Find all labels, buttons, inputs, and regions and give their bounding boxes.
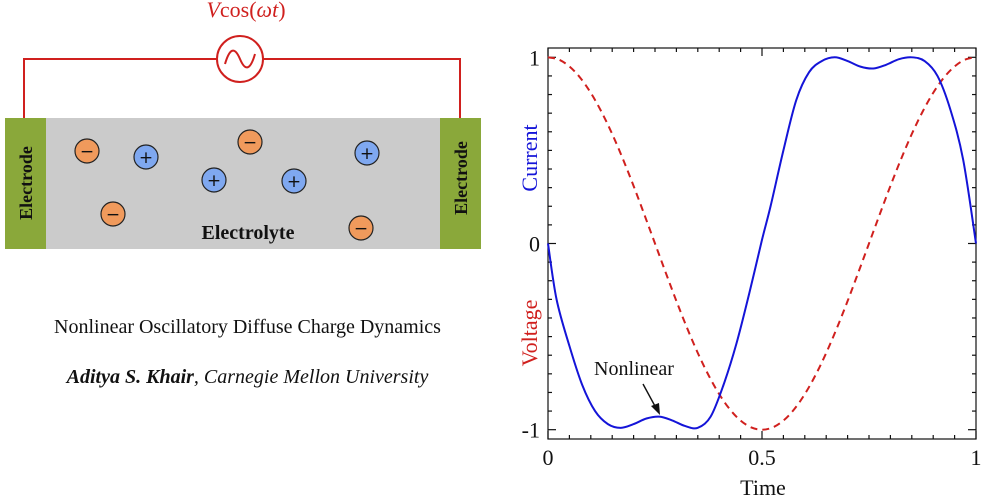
voltage-series-line bbox=[547, 56, 977, 431]
author-affiliation: , Carnegie Mellon University bbox=[193, 366, 429, 388]
svg-text:−: − bbox=[354, 219, 368, 239]
negative-ion: − bbox=[100, 201, 126, 227]
paper-author-line: Aditya S. Khair, Carnegie Mellon Univers… bbox=[0, 366, 495, 389]
svg-text:+: + bbox=[287, 172, 301, 192]
svg-text:−: − bbox=[106, 205, 120, 225]
wire-right bbox=[263, 58, 461, 118]
source-voltage-label: Vcos(ωt) bbox=[206, 0, 285, 22]
wire-left bbox=[23, 58, 217, 118]
positive-ion: + bbox=[281, 168, 307, 194]
svg-text:+: + bbox=[360, 144, 374, 164]
y-tick-label: 1 bbox=[529, 45, 540, 70]
nonlinear-annotation: Nonlinear bbox=[594, 358, 674, 380]
x-tick-label: 0.5 bbox=[748, 445, 776, 470]
negative-ion: − bbox=[74, 138, 100, 164]
x-tick-label: 0 bbox=[543, 445, 554, 470]
electrode-right-label: Electrode bbox=[451, 141, 471, 215]
svg-text:+: + bbox=[207, 171, 221, 191]
positive-ion: + bbox=[354, 140, 380, 166]
svg-text:−: − bbox=[80, 142, 94, 162]
current-voltage-chart: 0 0.5 110-1 Time Current Voltage Nonlinear bbox=[517, 45, 982, 500]
negative-ion: − bbox=[348, 215, 374, 241]
x-axis-label: Time bbox=[740, 475, 786, 500]
electrolyte-label: Electrolyte bbox=[202, 222, 295, 244]
electrode-left bbox=[5, 118, 46, 249]
negative-ion: − bbox=[237, 129, 263, 155]
electrode-left-label: Electrode bbox=[16, 146, 36, 220]
svg-text:+: + bbox=[139, 148, 153, 168]
x-tick-label: 1 bbox=[971, 445, 982, 470]
paper-title: Nonlinear Oscillatory Diffuse Charge Dyn… bbox=[54, 316, 441, 338]
positive-ion: + bbox=[201, 167, 227, 193]
y-axis-label-voltage: Voltage bbox=[517, 300, 542, 367]
ac-source-icon bbox=[216, 35, 264, 83]
circuit-diagram: Vcos(ωt) Electrode Electrode Electrolyte… bbox=[5, 0, 481, 249]
y-axis-label-current: Current bbox=[517, 124, 542, 191]
axis-tick-labels: 0 0.5 110-1 bbox=[522, 45, 982, 470]
author-name: Aditya S. Khair bbox=[66, 366, 194, 388]
y-tick-label: -1 bbox=[522, 418, 540, 443]
annotation-arrow-icon bbox=[642, 383, 660, 415]
current-series-line bbox=[547, 56, 977, 430]
electrode-right bbox=[440, 118, 481, 249]
svg-text:−: − bbox=[243, 133, 257, 153]
y-tick-label: 0 bbox=[529, 232, 540, 257]
positive-ion: + bbox=[133, 144, 159, 170]
